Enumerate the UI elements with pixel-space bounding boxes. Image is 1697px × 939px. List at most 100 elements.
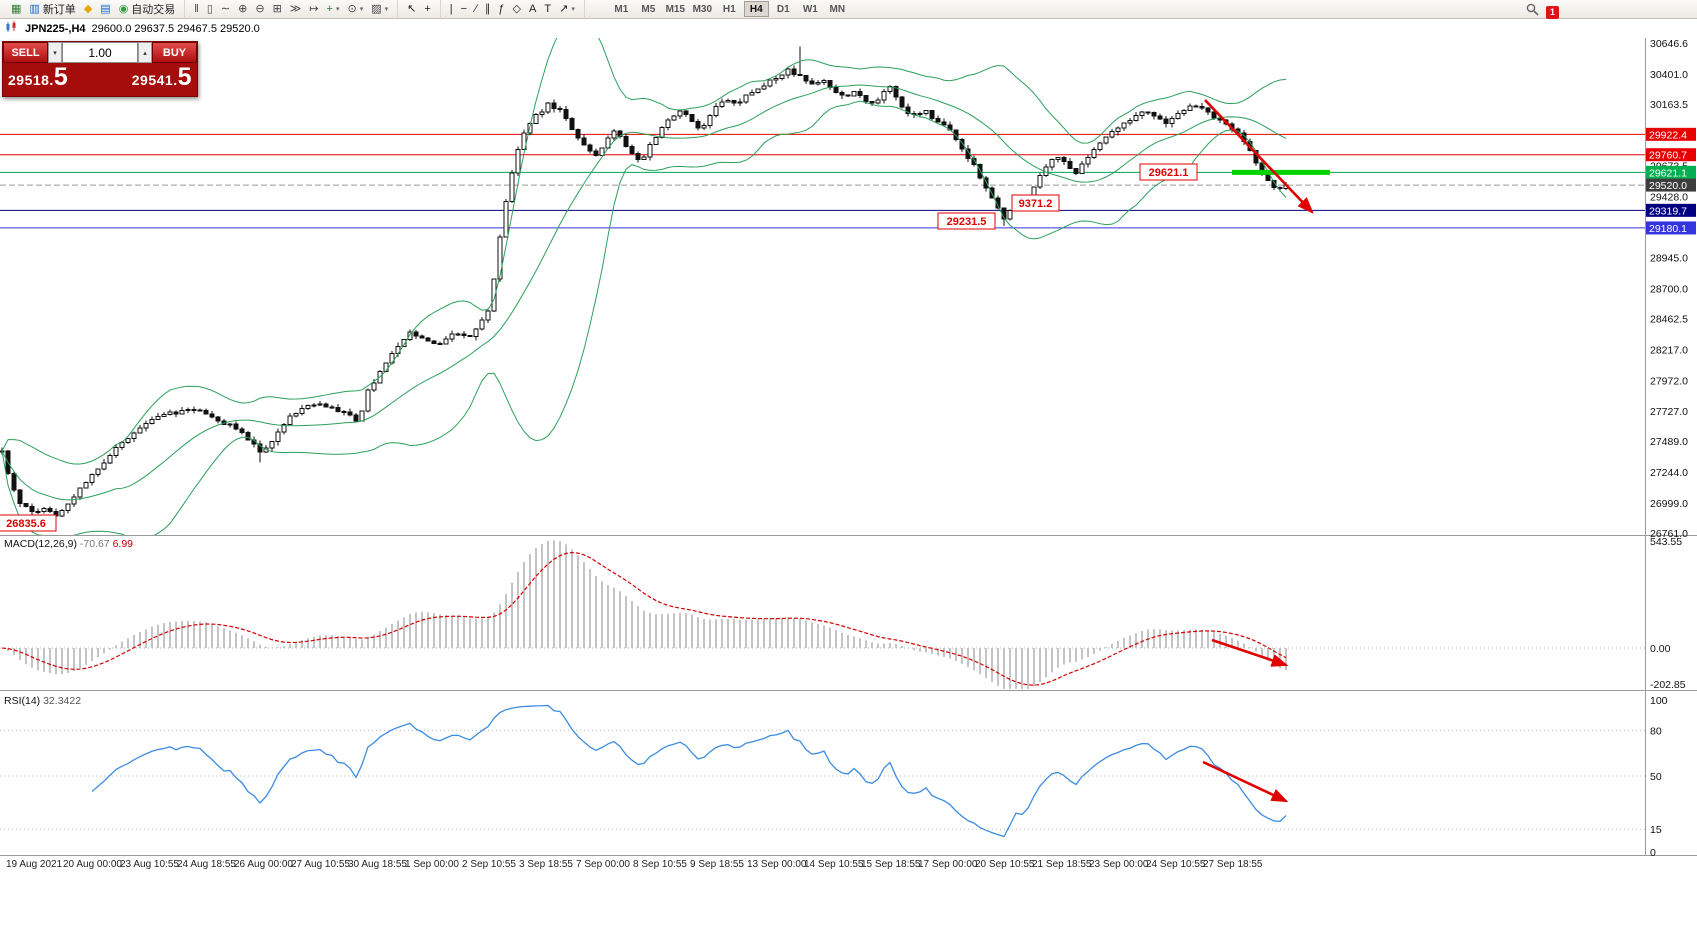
indicators-icon: + (326, 2, 333, 15)
arrows-button[interactable]: ↗ ▾ (556, 1, 578, 18)
periods-button[interactable]: ⊙ ▾ (344, 1, 366, 18)
autotrading-label: 自动交易 (131, 4, 176, 16)
cursor-icon: ↖ (407, 2, 417, 15)
templates-caret-icon[interactable]: ▾ (384, 6, 389, 13)
timeframe-mn-button[interactable]: MN (825, 1, 850, 17)
timeframe-h4-button[interactable]: H4 (743, 1, 769, 17)
zoom-in-icon: ⊕ (238, 2, 248, 15)
svg-text:28217.0: 28217.0 (1650, 344, 1688, 356)
rsi-axis[interactable]: 100 80 50 15 0 (1650, 695, 1668, 859)
chart-shift-button[interactable]: ↦ (306, 1, 321, 18)
zoom-out-button[interactable]: ⊖ (252, 1, 267, 18)
svg-text:80: 80 (1650, 725, 1662, 737)
crosshair-button[interactable]: + (421, 1, 433, 18)
svg-text:0.00: 0.00 (1650, 643, 1671, 655)
svg-text:21 Sep 18:55: 21 Sep 18:55 (1032, 859, 1092, 870)
macd-indicator (0, 540, 1645, 689)
candles[interactable] (0, 46, 1289, 524)
auto-scroll-button[interactable]: ≫ (287, 1, 305, 18)
indicators-caret-icon[interactable]: ▾ (335, 6, 340, 13)
svg-text:17 Sep 00:00: 17 Sep 00:00 (918, 859, 978, 870)
timeframe-d1-button[interactable]: D1 (771, 1, 796, 17)
templates-button[interactable]: ▨ ▾ (368, 1, 391, 18)
rsi-label: RSI(14) 32.3422 (4, 695, 81, 707)
cursor-button[interactable]: ↖ (404, 1, 419, 18)
market-watch-button[interactable]: ▤ (97, 1, 113, 18)
macd-axis[interactable]: 543.55 0.00 -202.85 (1650, 536, 1686, 691)
crosshair-icon: + (424, 2, 431, 15)
candlestick-chart-button[interactable]: ▯ (204, 1, 216, 18)
timeframe-m15-button[interactable]: M15 (663, 1, 688, 17)
volume-input[interactable] (62, 42, 138, 63)
autotrading-button[interactable]: ◉ 自动交易 (116, 1, 179, 18)
svg-text:30401.0: 30401.0 (1650, 69, 1688, 81)
new-order-button[interactable]: ▥ 新订单 (26, 1, 78, 18)
timeframe-m5-button[interactable]: M5 (636, 1, 661, 17)
toolbar-group: ‖ ▯ ∼ ⊕ ⊖ ⊞ ≫ ↦ + ▾ ⊙ ▾ ▨ ▾ (185, 0, 399, 19)
candlestick-chart-icon: ▯ (206, 2, 213, 15)
timeframe-m30-button[interactable]: M30 (690, 1, 715, 17)
vertical-line-button[interactable]: | (447, 1, 456, 18)
notification-badge[interactable]: 1 (1546, 5, 1559, 19)
svg-text:26999.0: 26999.0 (1650, 498, 1688, 510)
buy-button[interactable]: BUY (152, 42, 197, 63)
svg-text:100: 100 (1650, 695, 1668, 707)
main-toolbar: ▦ ▥ 新订单 ◆ ▤ ◉ 自动交易 ‖ ▯ ∼ ⊕ ⊖ ⊞ ≫ ↦ + ▾ ⊙ ▾ ▨ ▾ ↖ + | − ∕ ∥ ƒ ◇ A T ↗ ▾ M1… (0, 0, 1697, 19)
equidistant-channel-button[interactable]: ∥ (482, 1, 494, 18)
shapes-button[interactable]: ◇ (510, 1, 524, 18)
svg-text:30646.6: 30646.6 (1650, 38, 1688, 50)
svg-text:29760.7: 29760.7 (1649, 150, 1687, 162)
sell-button[interactable]: SELL (3, 42, 48, 63)
volume-decrease-button[interactable]: ▾ (48, 42, 62, 63)
volume-increase-button[interactable]: ▴ (138, 42, 152, 63)
line-chart-icon: ∼ (220, 2, 231, 15)
text-label-button[interactable]: T (541, 1, 554, 18)
zoom-in-button[interactable]: ⊕ (235, 1, 250, 18)
periods-caret-icon[interactable]: ▾ (359, 6, 364, 13)
timeframe-h1-button[interactable]: H1 (717, 1, 742, 17)
timeframe-m1-button[interactable]: M1 (609, 1, 634, 17)
search-icon[interactable] (1526, 3, 1539, 21)
svg-text:23 Aug 10:55: 23 Aug 10:55 (120, 859, 179, 870)
rsi-indicator (0, 704, 1645, 838)
svg-text:543.55: 543.55 (1650, 536, 1682, 548)
vertical-line-icon: | (449, 2, 453, 15)
indicators-button[interactable]: + ▾ (324, 1, 343, 18)
svg-text:MACD(12,26,9) -70.67 6.99: MACD(12,26,9) -70.67 6.99 (4, 538, 133, 550)
periods-icon: ⊙ (347, 2, 357, 15)
svg-text:7 Sep 00:00: 7 Sep 00:00 (576, 859, 630, 870)
svg-text:24 Sep 10:55: 24 Sep 10:55 (1146, 859, 1206, 870)
arrows-caret-icon[interactable]: ▾ (571, 6, 575, 13)
svg-text:29319.7: 29319.7 (1649, 205, 1687, 217)
svg-text:3 Sep 18:55: 3 Sep 18:55 (519, 859, 573, 870)
svg-text:23 Sep 00:00: 23 Sep 00:00 (1089, 859, 1149, 870)
svg-text:20 Aug 00:00: 20 Aug 00:00 (63, 859, 122, 870)
svg-text:29520.0: 29520.0 (1649, 180, 1687, 192)
line-chart-button[interactable]: ∼ (218, 1, 233, 18)
bar-chart-button[interactable]: ‖ (191, 1, 202, 18)
svg-text:9 Sep 18:55: 9 Sep 18:55 (690, 859, 744, 870)
fibonacci-button[interactable]: ƒ (495, 1, 507, 18)
text-button[interactable]: A (526, 1, 539, 18)
svg-text:14 Sep 10:55: 14 Sep 10:55 (804, 859, 864, 870)
horizontal-line-button[interactable]: − (458, 1, 470, 18)
svg-text:15: 15 (1650, 824, 1662, 836)
svg-text:27489.0: 27489.0 (1650, 436, 1688, 448)
chart-shift-icon: ↦ (309, 2, 319, 15)
metaeditor-button[interactable]: ◆ (81, 1, 95, 18)
chart-canvas[interactable]: 30646.630401.030163.529673.529428.028945… (0, 38, 1697, 873)
one-click-trading-panel: SELL ▾ ▴ BUY 29518.5 29541.5 (2, 41, 198, 97)
trendline-button[interactable]: ∕ (472, 1, 480, 18)
horizontal-level-lines[interactable] (0, 133, 1645, 229)
sell-price: 29518.5 (8, 63, 69, 91)
one-click-controls: SELL ▾ ▴ BUY (3, 42, 197, 63)
price-axis[interactable]: 30646.630401.030163.529673.529428.028945… (1650, 38, 1688, 540)
tile-windows-button[interactable]: ⊞ (270, 1, 285, 18)
svg-text:2 Sep 10:55: 2 Sep 10:55 (462, 859, 516, 870)
timeframe-w1-button[interactable]: W1 (798, 1, 823, 17)
svg-text:28945.0: 28945.0 (1650, 253, 1688, 265)
new-chart-button[interactable]: ▦ (8, 1, 24, 18)
templates-icon: ▨ (371, 2, 382, 15)
